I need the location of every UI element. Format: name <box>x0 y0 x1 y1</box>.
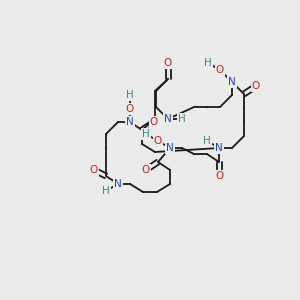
Text: H: H <box>142 129 150 139</box>
Text: O: O <box>90 165 98 175</box>
Text: N: N <box>126 117 134 127</box>
Text: O: O <box>154 136 162 146</box>
Text: O: O <box>216 65 224 75</box>
Text: H: H <box>102 186 110 196</box>
Text: N: N <box>164 114 172 124</box>
Text: H: H <box>204 58 212 68</box>
Text: O: O <box>142 165 150 175</box>
Text: O: O <box>215 171 223 181</box>
Text: O: O <box>252 81 260 91</box>
Text: N: N <box>166 143 174 153</box>
Text: N: N <box>114 179 122 189</box>
Text: N: N <box>228 77 236 87</box>
Text: O: O <box>164 58 172 68</box>
Text: H: H <box>203 136 211 146</box>
Text: H: H <box>178 114 186 124</box>
Text: H: H <box>126 90 134 100</box>
Text: N: N <box>215 143 223 153</box>
Text: O: O <box>126 104 134 114</box>
Text: O: O <box>150 117 158 127</box>
